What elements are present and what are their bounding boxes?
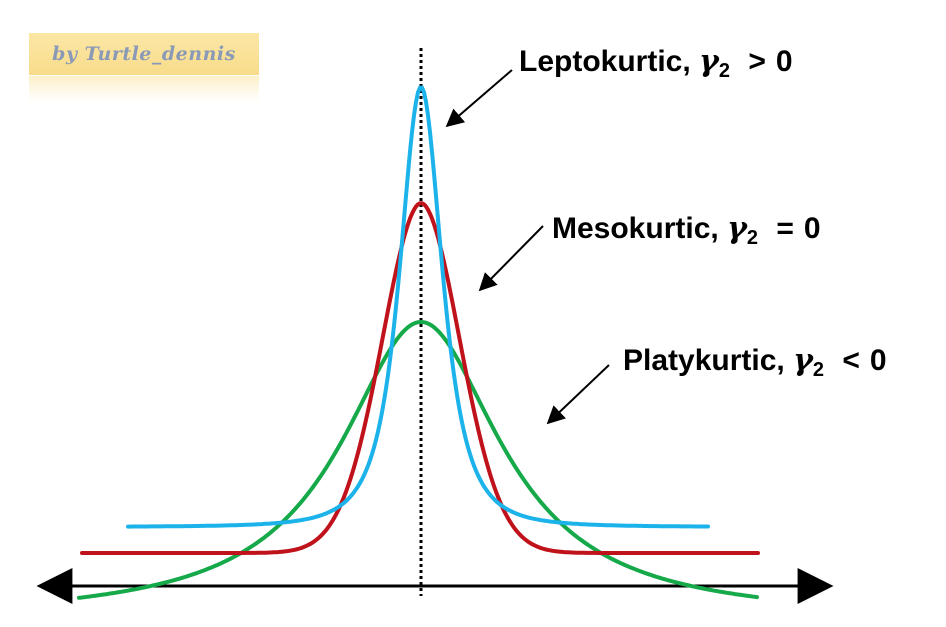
platykurtic-name: Platykurtic, [623,344,785,377]
mesokurtic-relation: = [776,212,794,245]
platykurtic-label: Platykurtic, γ2 <0 [623,344,887,387]
leptokurtic-relation: > [748,45,766,78]
mesokurtic-gamma-symbol: γ [727,211,747,246]
watermark-banner: by Turtle_dennis [29,33,259,75]
platykurtic-pointer-arrow [546,364,610,425]
platykurtic-curve [77,319,759,600]
leptokurtic-value: 0 [775,45,793,78]
platykurtic-gamma-subscript: 2 [812,359,825,381]
platykurtic-relation: < [842,344,860,377]
mesokurtic-pointer-arrow [478,225,544,292]
mesokurtic-name: Mesokurtic, [552,212,719,245]
leptokurtic-gamma-subscript: 2 [718,60,730,82]
mesokurtic-gamma-subscript: 2 [746,227,758,249]
mesokurtic-value: 0 [803,212,821,245]
leptokurtic-pointer-arrow [445,69,513,128]
watermark-reflection [29,76,259,102]
platykurtic-value: 0 [869,344,887,377]
mesokurtic-label: Mesokurtic, γ2 = 0 [552,212,821,255]
platykurtic-gamma-symbol: γ [793,343,813,378]
leptokurtic-curve [126,85,710,529]
mesokurtic-curve [80,201,760,555]
watermark-text: by Turtle_dennis [52,43,236,65]
leptokurtic-label: Leptokurtic, γ2 >0 [519,45,793,88]
leptokurtic-gamma-symbol: γ [699,44,719,79]
leptokurtic-name: Leptokurtic, [519,45,691,78]
